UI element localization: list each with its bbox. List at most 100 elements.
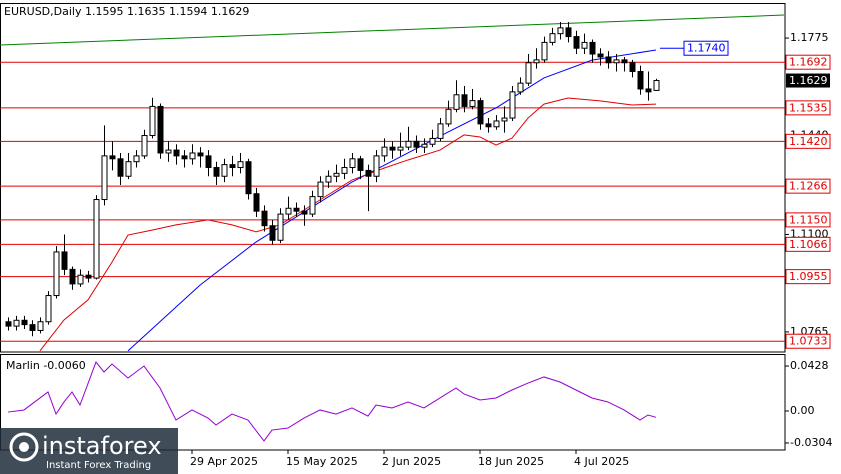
candle-body: [189, 152, 196, 160]
candle-body: [197, 152, 204, 157]
candle-body: [141, 135, 148, 157]
candle-body: [605, 56, 612, 64]
candle-body: [469, 100, 476, 107]
candle-body: [461, 94, 468, 107]
candle-body: [93, 199, 100, 279]
level-label: 1.0955: [789, 270, 828, 283]
candle-body: [541, 41, 548, 61]
candle-body: [285, 207, 292, 215]
y-tick-label: 1.1775: [790, 31, 829, 44]
candle-body: [509, 91, 516, 119]
watermark-brand: instaforex: [42, 432, 162, 460]
sub-frame: [0, 354, 786, 451]
candle-body: [221, 164, 228, 177]
candle-body: [637, 71, 644, 90]
level-label: 1.1692: [789, 56, 828, 69]
y-tick-label: 0.00: [790, 404, 815, 417]
candle-body: [549, 33, 556, 43]
level-label: 1.1266: [789, 180, 828, 193]
candle-body: [493, 120, 500, 128]
level-label: 1.1535: [789, 101, 828, 114]
last-price-box: [786, 73, 830, 88]
watermark-logo: [9, 432, 39, 462]
candle-body: [485, 123, 492, 128]
watermark: instaforex Instant Forex Trading: [0, 428, 178, 474]
candle-body: [301, 210, 308, 215]
candle-body: [645, 88, 652, 93]
candle-body: [565, 27, 572, 38]
y-tick-label: 0.0428: [790, 359, 829, 372]
candle-body: [349, 158, 356, 169]
level-label-box: [785, 269, 831, 285]
candle-body: [101, 155, 108, 201]
candle-body: [37, 321, 44, 331]
candle-body: [357, 158, 364, 171]
candle-body: [69, 268, 76, 285]
candle-body: [85, 274, 92, 279]
level-label-box: [785, 212, 831, 228]
candle-body: [125, 161, 132, 177]
candle-body: [613, 59, 620, 64]
candle-body: [365, 169, 372, 177]
candle-body: [29, 324, 36, 331]
candle-body: [173, 149, 180, 157]
level-label-box: [785, 54, 831, 70]
candle-body: [237, 161, 244, 169]
candle-body: [573, 36, 580, 49]
level-label: 1.1420: [789, 135, 828, 148]
indicator-line: [7, 361, 657, 442]
candle-body: [181, 155, 188, 160]
watermark-slogan: Instant Forex Trading: [46, 460, 151, 471]
last-price-label: 1.1629: [789, 74, 828, 87]
candle-body: [253, 193, 260, 212]
level-label-box: [785, 333, 831, 349]
candle-body: [45, 295, 52, 323]
candle-body: [133, 155, 140, 163]
candle-body: [413, 140, 420, 148]
candle-body: [389, 146, 396, 151]
level-label-box: [785, 178, 831, 194]
candle-body: [21, 319, 28, 326]
candle-body: [653, 80, 660, 91]
candle-body: [333, 172, 340, 177]
candle-body: [597, 53, 604, 58]
candle-body: [77, 274, 84, 285]
candle-body: [629, 62, 636, 73]
candle-body: [373, 155, 380, 177]
x-tick-label: 18 Jun 2025: [478, 455, 544, 468]
chart-title: EURUSD,Daily 1.1595 1.1635 1.1594 1.1629: [4, 5, 249, 18]
level-label: 1.0733: [789, 335, 828, 348]
candle-body: [525, 62, 532, 84]
candle-body: [477, 100, 484, 125]
candle-body: [109, 155, 116, 160]
candle-body: [61, 251, 68, 270]
candle-body: [13, 319, 20, 327]
candle-body: [205, 155, 212, 169]
candle-body: [317, 181, 324, 198]
candle-body: [229, 164, 236, 169]
candle-body: [325, 175, 332, 183]
candle-body: [213, 167, 220, 177]
main-frame: [0, 3, 786, 353]
candle-body: [437, 123, 444, 139]
candle-body: [117, 158, 124, 177]
level-label: 1.1150: [789, 213, 828, 226]
candle-body: [5, 321, 12, 327]
x-tick-label: 29 Apr 2025: [190, 455, 258, 468]
level-label: 1.1066: [789, 238, 828, 251]
candle-body: [533, 59, 540, 64]
candle-body: [341, 167, 348, 174]
candle-body: [557, 27, 564, 35]
candle-body: [429, 137, 436, 145]
candle-body: [445, 108, 452, 125]
candle-body: [501, 117, 508, 122]
candle-body: [381, 146, 388, 157]
watermark-logo-core: [19, 442, 29, 452]
candle-body: [589, 41, 596, 55]
moving-average: [127, 49, 657, 352]
candle-body: [309, 196, 316, 215]
end-label: 1.1740: [687, 42, 726, 55]
candle-body: [581, 41, 588, 49]
